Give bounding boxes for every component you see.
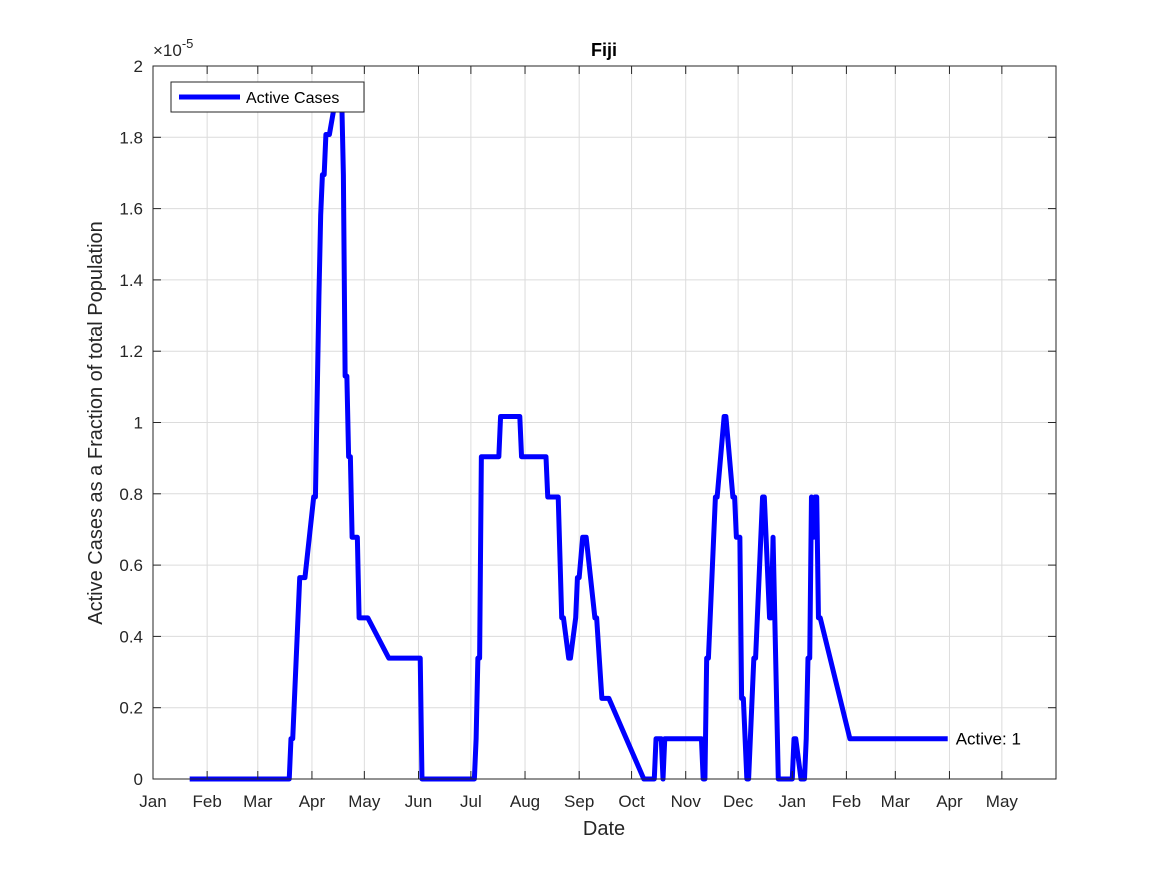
y-tick-label: 0 — [134, 770, 143, 789]
y-tick-label: 2 — [134, 57, 143, 76]
annotation-label: Active: 1 — [956, 730, 1021, 749]
x-tick-label: May — [986, 792, 1019, 811]
x-tick-label: Feb — [832, 792, 861, 811]
series-layer — [189, 91, 948, 782]
y-tick-label: 0.4 — [119, 627, 143, 646]
legend: Active Cases — [170, 81, 365, 113]
x-tick-label: Jan — [139, 792, 166, 811]
y-tick-label: 1.4 — [119, 271, 143, 290]
series-line-active-cases — [189, 91, 948, 782]
x-tick-label: Dec — [723, 792, 754, 811]
y-tick-label: 1 — [134, 414, 143, 433]
y-axis-label: Active Cases as a Fraction of total Popu… — [85, 221, 107, 625]
y-tick-label: 0.8 — [119, 485, 143, 504]
chart-title: Fiji — [591, 40, 617, 60]
y-tick-label: 0.2 — [119, 699, 143, 718]
x-tick-label: Sep — [564, 792, 594, 811]
x-tick-label: Mar — [881, 792, 911, 811]
legend-label: Active Cases — [246, 90, 339, 107]
y-tick-labels: 0 0.2 0.4 0.6 0.8 1 1.2 1.4 1.6 1.8 2 — [119, 57, 143, 789]
x-tick-label: Feb — [192, 792, 221, 811]
x-tick-label: Jan — [779, 792, 806, 811]
x-tick-label: Aug — [510, 792, 540, 811]
y-tick-label: 1.2 — [119, 342, 143, 361]
x-tick-label: Apr — [936, 792, 963, 811]
ticks — [152, 65, 1056, 780]
y-tick-label: 1.6 — [119, 200, 143, 219]
x-tick-label: Oct — [618, 792, 645, 811]
y-tick-label: 0.6 — [119, 556, 143, 575]
x-tick-label: Apr — [299, 792, 326, 811]
y-exponent-label: ×10-5 — [153, 36, 193, 60]
x-tick-label: Jun — [405, 792, 432, 811]
x-tick-labels: Jan Feb Mar Apr May Jun Jul Aug Sep Oct Nov Dec Jan F… — [139, 792, 1018, 811]
x-tick-label: Nov — [671, 792, 702, 811]
x-tick-label: May — [348, 792, 381, 811]
x-tick-label: Jul — [460, 792, 482, 811]
y-exponent-power: -5 — [182, 36, 194, 51]
y-tick-label: 1.8 — [119, 128, 143, 147]
y-exponent-base: ×10 — [153, 41, 182, 60]
x-tick-label: Mar — [243, 792, 273, 811]
x-axis-label: Date — [583, 818, 625, 840]
